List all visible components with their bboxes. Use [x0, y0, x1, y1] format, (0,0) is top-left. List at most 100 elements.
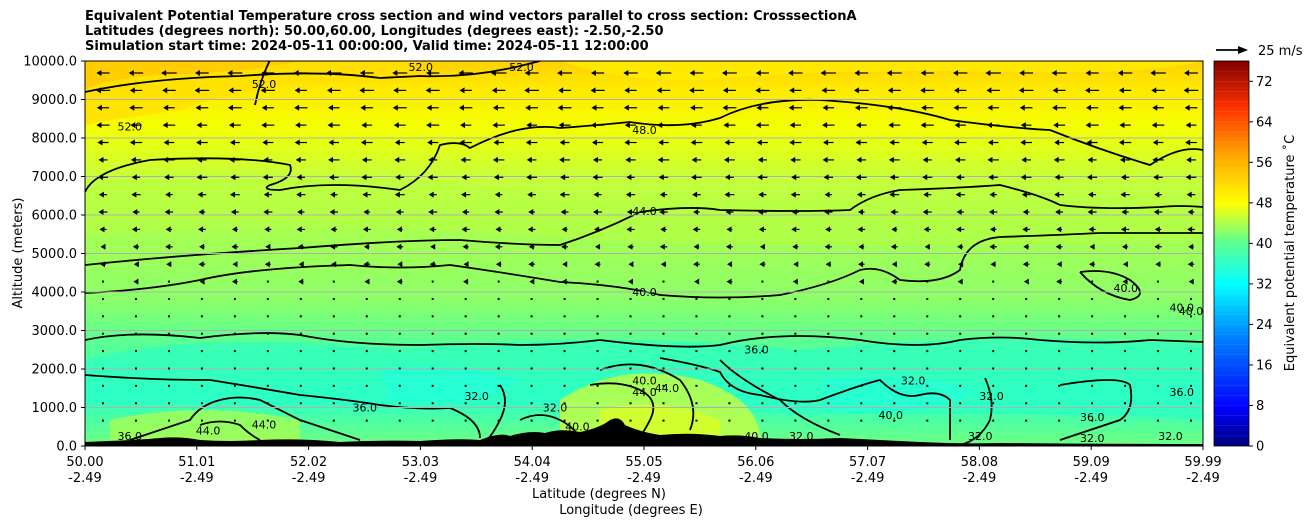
wind-arrow	[989, 243, 997, 250]
wind-arrow	[296, 191, 306, 198]
wind-arrow	[1152, 139, 1164, 146]
wind-arrow	[692, 191, 701, 198]
wind-arrow	[853, 87, 869, 94]
wind-arrow	[1025, 315, 1028, 318]
wind-arrow	[920, 122, 934, 129]
wind-arrow	[695, 419, 698, 422]
wind-arrow	[761, 384, 764, 387]
wind-arrow	[362, 226, 371, 233]
x-axis: 50.00-2.4951.01-2.4952.02-2.4953.03-2.49…	[66, 446, 1222, 486]
wind-arrow	[530, 384, 533, 387]
wind-arrow	[627, 278, 634, 285]
wind-arrow	[860, 384, 863, 387]
wind-arrow	[129, 104, 143, 111]
wind-arrow	[590, 87, 605, 94]
wind-arrow	[595, 243, 601, 250]
wind-arrow	[332, 315, 335, 318]
wind-arrow	[361, 174, 373, 181]
wind-arrow	[728, 419, 731, 422]
wind-arrow	[1119, 122, 1131, 129]
wind-arrow	[825, 261, 832, 268]
wind-arrow	[497, 315, 500, 318]
wind-arrow	[728, 402, 731, 405]
colorbar-tick-label: 16	[1256, 358, 1273, 373]
wind-arrow	[99, 226, 107, 233]
wind-arrow	[1022, 226, 1030, 233]
wind-arrow	[264, 261, 271, 268]
wind-arrow	[200, 419, 203, 422]
wind-arrow	[1124, 315, 1127, 318]
wind-arrow	[497, 297, 500, 300]
wind-arrow	[431, 332, 434, 335]
wind-arrow	[728, 350, 731, 353]
wind-arrow	[102, 384, 104, 387]
wind-arrow	[431, 367, 434, 370]
wind-arrow	[1058, 419, 1061, 422]
wind-arrow	[430, 243, 436, 250]
wind-arrow	[691, 174, 702, 181]
wind-arrow	[497, 419, 500, 422]
wind-arrow	[955, 191, 965, 198]
wind-arrow	[561, 278, 568, 285]
wind-arrow	[460, 122, 472, 129]
wind-arrow	[888, 156, 900, 163]
wind-arrow	[497, 384, 500, 387]
wind-arrow	[365, 419, 368, 422]
wind-arrow	[263, 156, 273, 163]
wind-arrow	[822, 104, 835, 111]
wind-arrow	[662, 350, 665, 353]
wind-arrow	[989, 191, 997, 198]
wind-arrow	[629, 315, 632, 318]
wind-arrow	[431, 419, 434, 422]
wind-arrow	[227, 104, 242, 111]
wind-arrow	[693, 261, 700, 268]
wind-arrow	[266, 280, 269, 283]
wind-arrow	[824, 243, 833, 250]
wind-arrow	[559, 156, 571, 163]
gridlines	[85, 99, 1203, 408]
wind-arrow	[887, 87, 901, 94]
wind-arrow	[365, 350, 368, 353]
wind-arrow	[359, 87, 375, 94]
contour-label: 40.0	[565, 421, 590, 434]
wind-arrow	[133, 261, 139, 268]
wind-arrow	[1020, 139, 1032, 146]
colorbar-tick-label: 24	[1256, 318, 1273, 333]
contour-label: 48.0	[632, 124, 657, 137]
wind-arrow	[893, 350, 896, 353]
wind-arrow	[1085, 87, 1100, 94]
wind-arrow	[1120, 226, 1130, 233]
wind-arrow	[330, 226, 338, 233]
wind-arrow	[662, 332, 665, 335]
wind-arrow	[262, 174, 273, 181]
wind-arrow	[593, 191, 602, 198]
wind-arrow	[297, 243, 304, 250]
wind-arrow	[1021, 191, 1031, 198]
wind-arrow	[662, 384, 665, 387]
wind-arrow	[888, 122, 901, 129]
wind-arrow	[332, 332, 335, 335]
x-tick-label-lon: -2.49	[627, 471, 661, 486]
contour-label: 40.0	[632, 286, 657, 299]
wind-arrow	[695, 402, 698, 405]
wind-arrow	[757, 209, 767, 216]
wind-arrow	[1124, 367, 1127, 370]
wind-arrow	[558, 122, 571, 129]
wind-arrow	[1187, 261, 1195, 268]
wind-arrow	[327, 87, 341, 94]
wind-arrow	[1121, 209, 1129, 216]
wind-arrow	[1018, 87, 1034, 94]
wind-arrow	[857, 209, 865, 216]
wind-arrow	[761, 315, 764, 318]
wind-arrow	[198, 226, 206, 233]
wind-arrow	[231, 226, 238, 233]
wind-arrow	[1023, 278, 1029, 285]
wind-arrow	[761, 297, 764, 300]
wind-arrow	[229, 191, 240, 198]
wind-arrow	[926, 350, 929, 353]
wind-arrow	[926, 332, 929, 335]
wind-arrow	[596, 367, 599, 370]
wind-arrow	[197, 191, 207, 198]
wind-arrow	[1153, 174, 1163, 181]
wind-arrow	[427, 174, 438, 181]
